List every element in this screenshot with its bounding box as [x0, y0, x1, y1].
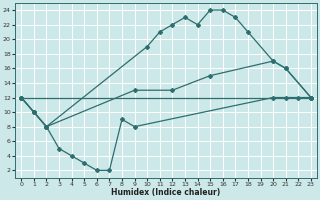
X-axis label: Humidex (Indice chaleur): Humidex (Indice chaleur)	[111, 188, 221, 197]
